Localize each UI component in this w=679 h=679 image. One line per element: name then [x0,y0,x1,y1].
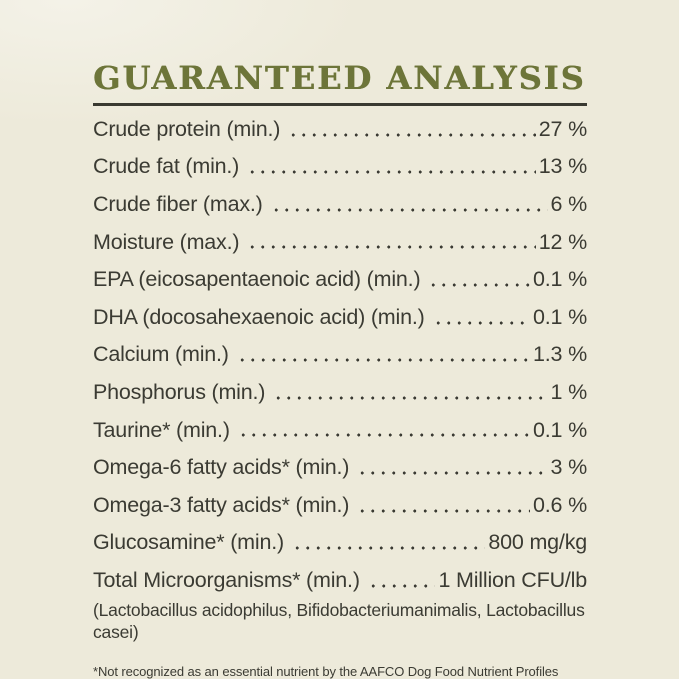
leader-dots [365,561,436,600]
leader-dots [268,185,548,224]
nutrient-value: 6 % [550,191,588,216]
title-divider [93,103,587,106]
nutrient-label: Omega-6 fatty acids* (min.) [93,455,350,480]
leader-dots [271,373,548,412]
leader-dots [286,110,536,149]
leader-dots [426,260,531,299]
analysis-row: Crude protein (min.) 27 % [93,110,587,149]
leader-dots [289,524,486,562]
nutrient-value: 1 % [550,379,588,404]
analysis-row: Crude fat (min.) 13 % [93,148,587,186]
nutrient-label: Phosphorus (min.) [93,379,266,404]
analysis-table: Crude protein (min.) 27 % Crude fat (min… [93,110,588,600]
analysis-row: Crude fiber (max.) 6 % [93,185,588,224]
analysis-row: DHA (docosahexaenoic acid) (min.) 0.1 % [93,298,587,337]
leader-dots [355,486,531,525]
leader-dots [430,298,531,337]
analysis-row: Taurine* (min.) 0.1 % [93,411,587,449]
nutrient-value: 3 % [550,455,588,480]
nutrient-value: 0.6 % [533,492,587,517]
nutrient-label: Total Microorganisms* (min.) [93,567,360,592]
aafco-footnote: *Not recognized as an essential nutrient… [93,664,559,679]
analysis-row: EPA (eicosapentaenoic acid) (min.) 0.1 % [93,260,587,299]
nutrient-label: Glucosamine* (min.) [93,530,284,555]
leader-dots [245,148,536,186]
nutrient-label: Taurine* (min.) [93,417,230,442]
nutrient-label: Crude protein (min.) [93,116,281,141]
page-title: GUARANTEED ANALYSIS [93,59,586,97]
nutrient-label: EPA (eicosapentaenoic acid) (min.) [93,267,421,292]
leader-dots [235,411,531,449]
nutrient-label: Calcium (min.) [93,342,229,367]
nutrient-value: 13 % [538,154,587,179]
nutrient-value: 0.1 % [533,267,587,292]
analysis-row: Omega-6 fatty acids* (min.) 3 % [93,448,588,487]
analysis-row: Calcium (min.) 1.3 % [93,336,587,374]
nutrient-value: 800 mg/kg [488,530,587,555]
nutrient-label: DHA (docosahexaenoic acid) (min.) [93,304,425,329]
nutrient-label: Moisture (max.) [93,229,240,254]
nutrient-value: 27 % [538,116,587,141]
leader-dots [245,223,536,261]
guaranteed-analysis-panel: GUARANTEED ANALYSIS Crude protein (min.)… [93,60,587,679]
nutrient-value: 12 % [538,229,587,254]
nutrient-value: 1 Million CFU/lb [438,567,587,592]
leader-dots [355,448,548,487]
analysis-row: Glucosamine* (min.) 800 mg/kg [93,524,587,562]
analysis-row: Phosphorus (min.) 1 % [93,373,588,412]
nutrient-value: 0.1 % [533,304,587,329]
nutrient-value: 0.1 % [533,417,587,442]
leader-dots [234,336,531,374]
analysis-row: Omega-3 fatty acids* (min.) 0.6 % [93,486,587,525]
analysis-row: Moisture (max.) 12 % [93,223,587,261]
nutrient-label: Crude fiber (max.) [93,191,263,216]
nutrient-value: 1.3 % [533,342,587,367]
microorganisms-note: (Lactobacillus acidophilus, Bifidobacter… [93,600,585,643]
nutrient-label: Omega-3 fatty acids* (min.) [93,492,350,517]
nutrient-label: Crude fat (min.) [93,154,240,179]
analysis-row: Total Microorganisms* (min.) 1 Million C… [93,561,587,600]
